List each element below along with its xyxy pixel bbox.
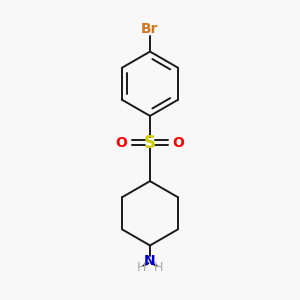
Text: S: S xyxy=(144,134,156,152)
Text: N: N xyxy=(144,254,156,268)
Text: Br: Br xyxy=(141,22,159,36)
Text: H: H xyxy=(154,261,163,274)
Text: H: H xyxy=(137,261,146,274)
Text: O: O xyxy=(172,136,184,150)
Text: O: O xyxy=(116,136,127,150)
